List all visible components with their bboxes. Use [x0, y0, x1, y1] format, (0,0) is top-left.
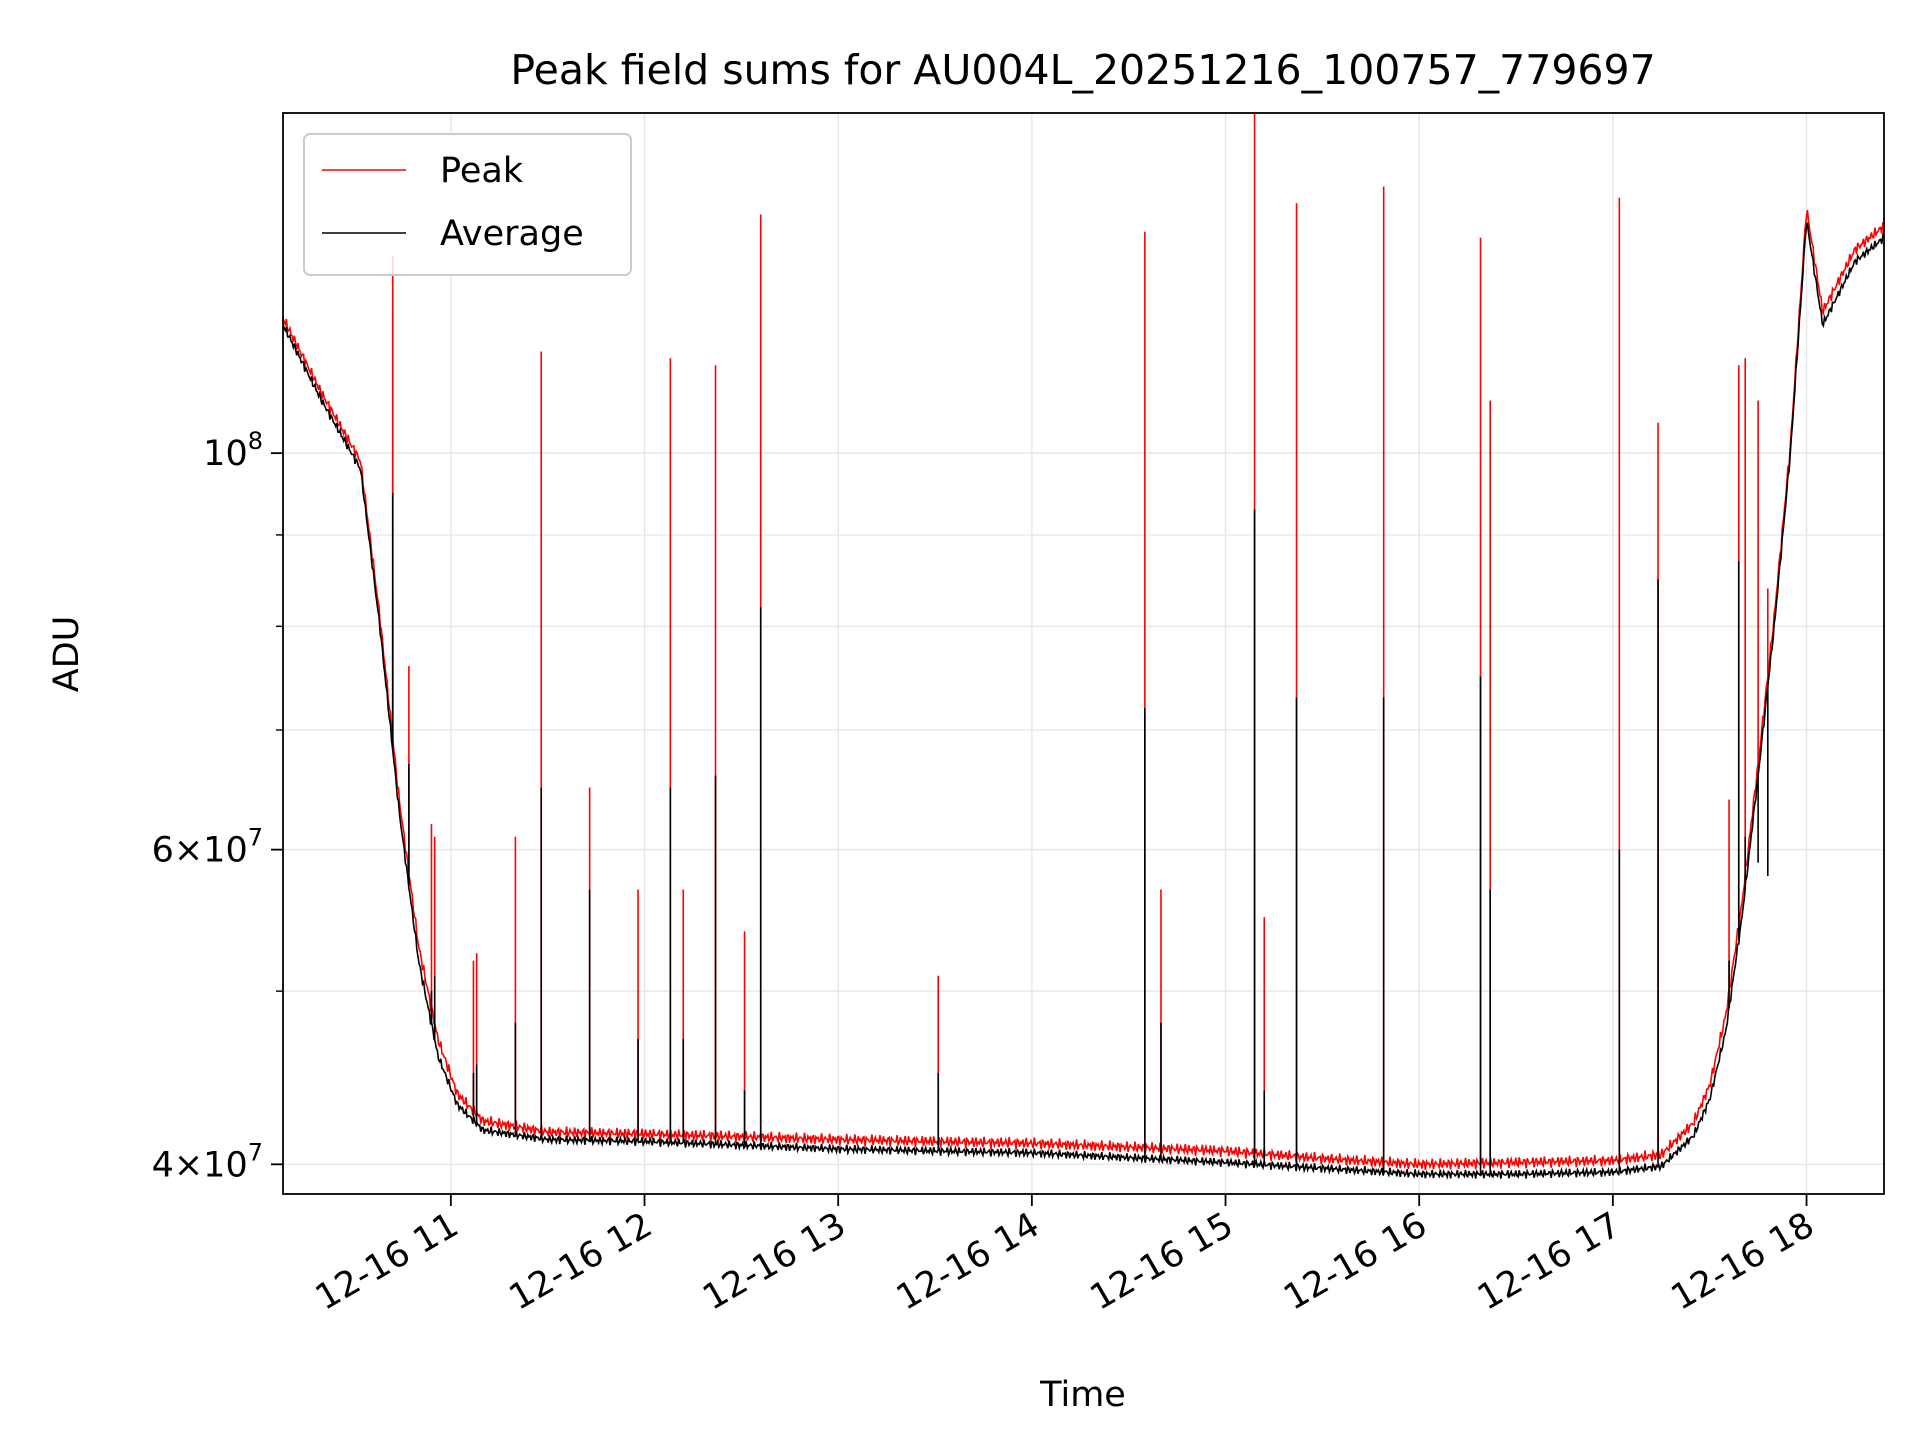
- legend-label-average: Average: [440, 214, 584, 254]
- chart-title: Peak field sums for AU004L_20251216_1007…: [510, 46, 1655, 94]
- y-tick-label: 4×107: [152, 1138, 263, 1185]
- series-line-peak: [283, 209, 1884, 1171]
- plot-frame: [282, 112, 1885, 1195]
- grid: [283, 113, 1884, 1194]
- y-tick-label: 6×107: [152, 824, 263, 871]
- y-axis: 4×107 6×107 108: [152, 427, 283, 1185]
- series-layer: [283, 113, 1884, 1180]
- y-axis-label: ADU: [47, 616, 87, 693]
- x-axis-label: Time: [1039, 1375, 1126, 1415]
- y-tick-label: 108: [203, 427, 263, 474]
- series-line-average: [283, 222, 1884, 1180]
- legend-label-peak: Peak: [440, 151, 524, 191]
- legend: Peak Average: [303, 133, 632, 276]
